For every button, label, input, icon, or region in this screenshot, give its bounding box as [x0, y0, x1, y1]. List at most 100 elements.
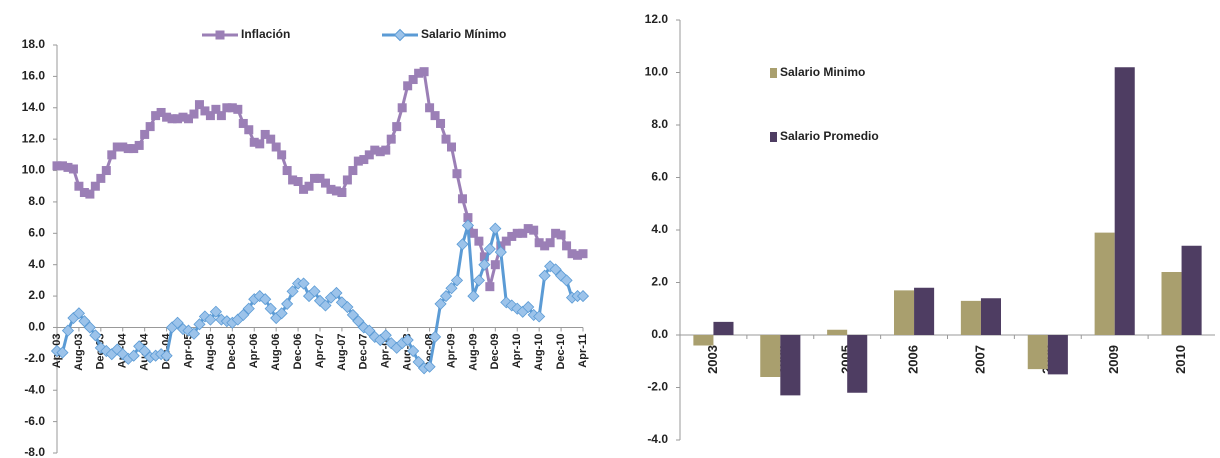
marker: [551, 228, 561, 238]
x-tick-label: Aug-03: [73, 333, 85, 370]
marker: [52, 161, 62, 171]
marker: [237, 308, 250, 321]
marker: [430, 111, 440, 121]
marker: [297, 277, 310, 290]
legend-label: Inflación: [241, 27, 290, 41]
marker: [407, 344, 420, 358]
marker: [386, 134, 396, 144]
x-tick-label: Dec-06: [292, 333, 304, 369]
marker: [576, 290, 590, 303]
x-tick-label: Dec-08: [423, 333, 435, 369]
y-tick-label: -8.0: [24, 445, 45, 458]
marker: [326, 184, 336, 194]
y-tick-label: 12.0: [22, 131, 46, 145]
marker: [533, 310, 546, 323]
marker: [244, 125, 254, 135]
marker: [308, 285, 321, 298]
x-tick-label: Apr-10: [511, 333, 523, 368]
marker: [162, 112, 172, 122]
legend-label: Salario Mínimo: [421, 27, 506, 41]
marker: [264, 302, 277, 315]
bar: [960, 300, 981, 335]
x-tick-label: 2006: [906, 345, 921, 374]
marker: [178, 112, 188, 122]
marker: [173, 114, 183, 124]
x-tick-label: Aug-10: [533, 333, 545, 370]
marker: [538, 269, 551, 282]
x-tick-label: 2003: [705, 345, 720, 374]
marker: [512, 228, 522, 238]
bar: [980, 298, 1001, 335]
marker: [134, 140, 144, 150]
marker: [94, 341, 107, 354]
x-tick-label: Dec-09: [489, 333, 501, 369]
marker: [403, 81, 413, 91]
marker: [299, 184, 309, 194]
y-tick-label: -4.0: [647, 432, 668, 446]
marker: [467, 290, 480, 303]
y-tick-label: 12.0: [645, 12, 669, 26]
marker: [357, 321, 370, 334]
marker: [74, 181, 84, 191]
y-tick-label: -6.0: [24, 414, 45, 428]
marker: [392, 122, 402, 132]
marker: [79, 188, 89, 198]
marker: [573, 250, 583, 260]
marker: [529, 225, 539, 235]
y-tick-label: -2.0: [647, 380, 668, 394]
bar: [1094, 232, 1115, 335]
x-tick-label: 2010: [1173, 345, 1188, 374]
marker: [156, 107, 166, 117]
marker: [310, 173, 320, 183]
marker: [167, 114, 177, 124]
marker: [522, 300, 535, 314]
marker: [193, 318, 206, 331]
marker: [205, 111, 215, 121]
marker: [534, 238, 544, 248]
marker: [90, 181, 100, 191]
marker: [408, 75, 418, 85]
marker: [489, 222, 502, 235]
marker: [461, 219, 475, 232]
marker: [96, 173, 106, 183]
y-tick-label: -2.0: [24, 351, 45, 365]
marker: [436, 118, 446, 128]
marker: [89, 329, 102, 342]
marker: [375, 147, 385, 157]
marker: [56, 346, 69, 359]
marker: [83, 321, 96, 334]
marker: [281, 297, 294, 310]
bar: [914, 287, 935, 335]
marker: [313, 294, 327, 307]
y-tick-label: 0.0: [651, 327, 668, 341]
marker: [412, 355, 425, 369]
marker: [194, 100, 204, 110]
x-tick-label: Apr-11: [577, 333, 589, 367]
marker: [353, 156, 363, 166]
marker: [61, 324, 75, 337]
marker: [331, 186, 341, 196]
bar: [1047, 335, 1068, 375]
marker: [249, 137, 259, 147]
marker: [457, 194, 467, 204]
x-tick-label: Aug-05: [204, 333, 216, 370]
x-tick-label: Dec-05: [226, 333, 238, 369]
y-tick-label: 8.0: [651, 117, 668, 131]
marker: [359, 155, 369, 165]
marker: [540, 241, 550, 251]
marker: [472, 274, 485, 287]
marker: [485, 282, 495, 292]
x-tick-label: Aug-06: [270, 333, 282, 370]
marker: [370, 145, 380, 155]
marker: [209, 305, 222, 318]
marker: [348, 166, 358, 176]
marker: [456, 238, 469, 251]
legend-label: Salario Minimo: [780, 65, 865, 79]
marker: [315, 173, 325, 183]
bar: [1181, 245, 1202, 335]
marker: [549, 263, 562, 276]
marker: [567, 249, 577, 259]
marker: [222, 103, 232, 113]
x-tick-label: Apr-09: [445, 333, 457, 368]
